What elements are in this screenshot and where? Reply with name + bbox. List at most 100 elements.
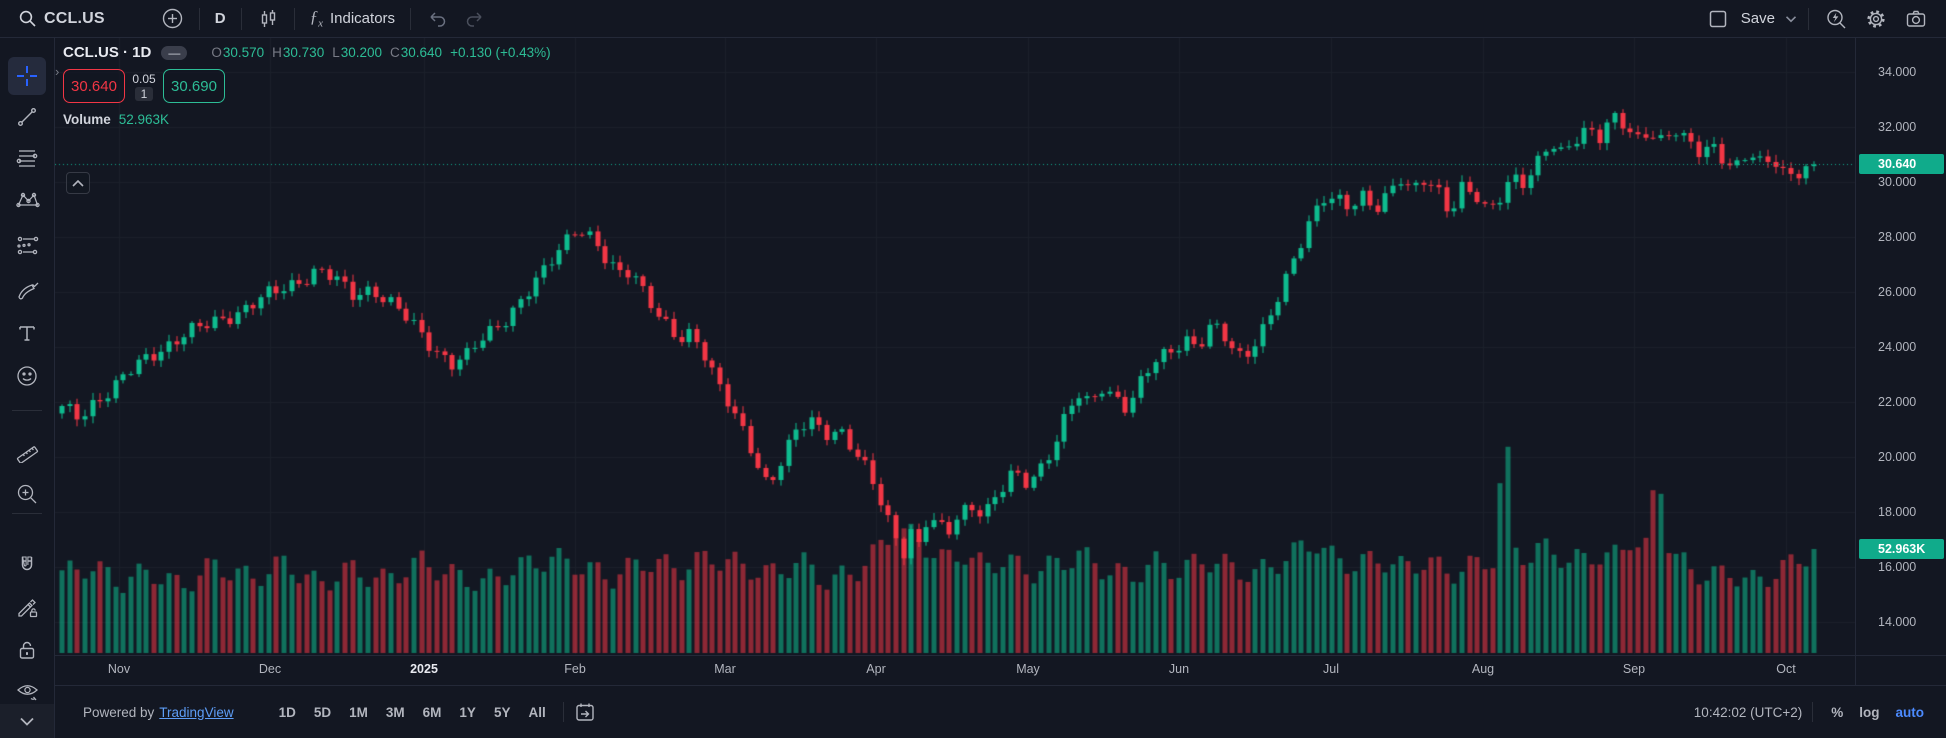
toolbar-separator: [198, 7, 200, 30]
last-price-badge: 30.640: [1859, 154, 1944, 175]
timezone-clock[interactable]: 10:42:02 (UTC+2): [1693, 704, 1803, 720]
percent-scale-button[interactable]: %: [1823, 702, 1851, 723]
redo-icon: [466, 11, 482, 27]
auto-scale-button[interactable]: auto: [1888, 702, 1933, 723]
close-value: C30.640: [390, 45, 443, 60]
range-button-1d[interactable]: 1D: [272, 701, 303, 724]
stay-in-drawing-mode-tool[interactable]: [8, 588, 46, 626]
xabcd-pattern-tool[interactable]: [8, 181, 46, 219]
axis-corner: [1855, 656, 1946, 685]
symbol-search-button[interactable]: CCL.US: [10, 4, 113, 34]
range-button-1y[interactable]: 1Y: [452, 701, 483, 724]
magnet-icon: [21, 556, 33, 571]
legend-collapse-pill[interactable]: —: [161, 45, 188, 60]
time-tick: Jun: [1168, 662, 1190, 676]
lot-size: 1: [134, 86, 154, 101]
indicators-button[interactable]: ƒx Indicators: [302, 4, 403, 34]
price-tick: 26.000: [1878, 285, 1917, 299]
volume-label[interactable]: Volume: [63, 112, 111, 127]
price-tick: 14.000: [1878, 615, 1917, 629]
interval-button[interactable]: D: [207, 4, 234, 34]
tradingview-link[interactable]: TradingView: [159, 704, 234, 720]
buy-ask-button[interactable]: 30.690: [163, 69, 225, 103]
zoom-in-tool[interactable]: [8, 475, 46, 513]
range-button-1m[interactable]: 1M: [342, 701, 375, 724]
price-tick: 18.000: [1878, 505, 1917, 519]
save-button[interactable]: Save: [1737, 4, 1779, 34]
change-value: +0.130 (+0.43%): [450, 45, 551, 60]
legend-symbol-title[interactable]: CCL.US · 1D: [63, 44, 152, 61]
log-scale-button[interactable]: log: [1851, 702, 1887, 723]
crosshair-tool[interactable]: [8, 57, 46, 95]
price-tick: 22.000: [1878, 395, 1917, 409]
ohlc-values: O30.570 H30.730 L30.200 C30.640 +0.130 (…: [211, 45, 550, 60]
compare-add-symbol-button[interactable]: [153, 4, 192, 34]
range-button-5y[interactable]: 5Y: [487, 701, 518, 724]
volume-value: 52.963K: [118, 112, 170, 127]
text-icon: [19, 326, 35, 341]
range-button-3m[interactable]: 3M: [379, 701, 412, 724]
layout-button[interactable]: [1699, 4, 1737, 34]
chevron-up-icon: [72, 179, 84, 187]
symbol-name: CCL.US: [44, 9, 105, 27]
spread-column: 0.05 1: [125, 69, 163, 103]
chart-canvas[interactable]: [55, 38, 1855, 655]
time-tick: Sep: [1622, 662, 1646, 676]
trend-line-icon: [18, 108, 37, 127]
forecast-tool[interactable]: [8, 226, 46, 264]
save-menu-chevron[interactable]: [1781, 4, 1801, 34]
toolbar-right-group: Save: [1699, 4, 1936, 34]
time-axis[interactable]: Nov Dec 2025 Feb Mar Apr May Jun Jul Aug Sep Oct: [55, 656, 1855, 685]
go-to-date-button[interactable]: [574, 701, 596, 723]
redo-button[interactable]: [456, 4, 494, 34]
ruler-icon: [16, 445, 38, 463]
range-button-all[interactable]: All: [521, 701, 552, 724]
chart-pane: › CCL.US · 1D — O30.570 H30.730 L30.200 …: [55, 38, 1855, 655]
footer-separator: [1812, 702, 1814, 722]
xabcd-pattern-icon: [15, 192, 40, 207]
screenshot-button[interactable]: [1896, 4, 1936, 34]
chart-style-button[interactable]: [249, 4, 287, 34]
powered-by: Powered by TradingView: [83, 705, 234, 720]
time-tick: Nov: [107, 662, 131, 676]
quick-search-button[interactable]: [1816, 4, 1856, 34]
sell-bid-button[interactable]: 30.640: [63, 69, 125, 103]
toolbar-left-group: CCL.US D ƒx Indicators: [10, 4, 494, 34]
fib-retracement-tool[interactable]: [8, 139, 46, 177]
price-axis[interactable]: 30.640 52.963K 34.000 32.000 30.000 28.000 2…: [1855, 38, 1946, 655]
toolbar-separator: [240, 7, 242, 30]
save-label: Save: [1740, 10, 1775, 27]
content-row: › CCL.US · 1D — O30.570 H30.730 L30.200 …: [0, 38, 1946, 738]
emoji-tool[interactable]: [8, 357, 46, 395]
crosshair-icon: [17, 66, 37, 86]
range-button-6m[interactable]: 6M: [416, 701, 449, 724]
time-tick: Aug: [1471, 662, 1495, 676]
hide-all-drawings-tool[interactable]: [8, 672, 46, 710]
toolbar-separator: [410, 7, 412, 30]
indicators-label: Indicators: [330, 10, 396, 27]
forecast-icon: [17, 236, 39, 255]
magnet-tool[interactable]: [8, 546, 46, 584]
object-tree-expand-button[interactable]: ›: [55, 64, 60, 79]
toolbar-divider: [12, 513, 42, 514]
text-tool[interactable]: [8, 314, 46, 352]
undo-button[interactable]: [418, 4, 456, 34]
pane-maximize-button[interactable]: [66, 172, 90, 194]
toolbar-divider: [12, 410, 42, 411]
drawing-toolbar: [0, 38, 55, 738]
collapse-toolbar-button[interactable]: [0, 704, 54, 738]
lock-all-drawings-tool[interactable]: [8, 631, 46, 669]
brush-tool[interactable]: [8, 271, 46, 309]
brush-icon: [17, 282, 38, 299]
time-tick: Dec: [258, 662, 282, 676]
price-tick: 30.000: [1878, 175, 1917, 189]
settings-button[interactable]: [1856, 4, 1896, 34]
plus-circle-icon: [162, 8, 182, 29]
low-value: L30.200: [332, 45, 383, 60]
trend-line-tool[interactable]: [8, 98, 46, 136]
eye-icon: [16, 684, 38, 700]
measure-tool[interactable]: [8, 431, 46, 469]
price-tick: 24.000: [1878, 340, 1917, 354]
range-button-5d[interactable]: 5D: [307, 701, 338, 724]
toolbar-separator: [1808, 7, 1809, 30]
